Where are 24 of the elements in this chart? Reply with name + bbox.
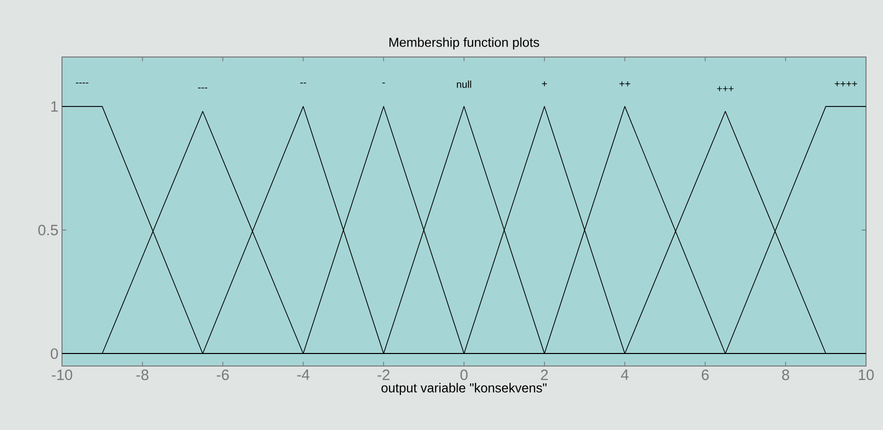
text: +++: [717, 86, 734, 92]
x-tick-label: 4: [621, 370, 629, 380]
chart-title: Membership function plots: [389, 37, 540, 50]
text: --: [300, 82, 306, 84]
x-tick-label: -4: [297, 370, 310, 380]
y-tick-label: 0: [50, 348, 58, 359]
x-tick-label: 2: [541, 370, 548, 380]
x-tick-label: -2: [378, 370, 390, 380]
text: ----: [76, 82, 88, 84]
text: -: [382, 82, 385, 84]
x-tick-label: 8: [782, 370, 790, 380]
x-tick-label: 6: [702, 370, 709, 380]
x-tick-label: 0: [460, 370, 468, 380]
x-tick-label: -8: [136, 370, 148, 380]
x-tick-label: -6: [216, 370, 229, 380]
y-tick-label: 1: [51, 101, 58, 112]
text: ++: [619, 81, 630, 86]
text: +: [542, 81, 547, 86]
x-tick-label: -10: [52, 370, 72, 380]
text: ++++: [834, 81, 858, 86]
x-tick-label: 10: [858, 370, 874, 380]
y-tick-label: 0.5: [38, 224, 58, 236]
series-label: null: [456, 80, 472, 88]
x-axis-title: output variable "konsekvens": [381, 382, 546, 396]
